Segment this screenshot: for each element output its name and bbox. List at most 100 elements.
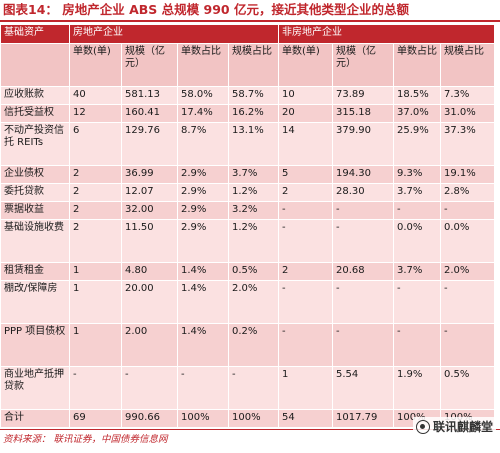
sub-header-cell: 单数占比 — [177, 43, 229, 87]
table-row: 基础设施收费 2 11.50 2.9% 1.2% - -0.0% 0.0% — [0, 219, 495, 263]
value-cell: 1017.79 — [332, 409, 394, 428]
value-cell: 58.0% — [177, 86, 229, 105]
value-cell: 11.50 — [121, 219, 178, 263]
asset-type-cell: 商业地产抵押贷款 — [0, 366, 70, 410]
value-cell: 1 — [69, 262, 122, 281]
value-cell: 1.4% — [177, 323, 229, 367]
footnote-divider — [0, 429, 500, 430]
asset-type-cell: 基础设施收费 — [0, 219, 70, 263]
value-cell: 194.30 — [332, 165, 394, 184]
value-cell: 2.0% — [228, 280, 279, 324]
value-cell: 0.2% — [228, 323, 279, 367]
value-cell: 69 — [69, 409, 122, 428]
sub-header-cell: 规模（亿元） — [121, 43, 178, 87]
value-cell: - — [332, 323, 394, 367]
value-cell: - — [278, 219, 333, 263]
value-cell: 379.90 — [332, 122, 394, 166]
sub-header-cell: 规模（亿元） — [332, 43, 394, 87]
table-row: 商业地产抵押贷款 - - - -1 5.54 1.9% 0.5% — [0, 366, 495, 410]
value-cell: - — [440, 201, 495, 220]
table-row: 票据收益 2 32.00 2.9% 3.2% - - - - — [0, 201, 495, 220]
asset-type-cell: PPP 项目债权 — [0, 323, 70, 367]
sub-header-cell: 规模占比 — [228, 43, 279, 87]
sub-header-cell — [0, 43, 70, 87]
value-cell: 40 — [69, 86, 122, 105]
figure-title: 图表14： 房地产企业 ABS 总规模 990 亿元，接近其他类型企业的总额 — [3, 2, 409, 17]
value-cell: - — [278, 201, 333, 220]
value-cell: 28.30 — [332, 183, 394, 202]
sub-header-row: 单数(单) 规模（亿元） 单数占比 规模占比 单数(单) 规模（亿元） 单数占比 规模占比 — [0, 43, 495, 87]
value-cell: 6 — [69, 122, 122, 166]
value-cell: 2.0% — [440, 262, 495, 281]
sub-header-cell: 单数占比 — [393, 43, 441, 87]
value-cell: - — [228, 366, 279, 410]
sub-header-cell: 单数(单) — [278, 43, 333, 87]
value-cell: - — [332, 280, 394, 324]
value-cell: 129.76 — [121, 122, 178, 166]
sub-header-cell: 单数(单) — [69, 43, 122, 87]
asset-type-cell: 租赁租金 — [0, 262, 70, 281]
value-cell: 19.1% — [440, 165, 495, 184]
value-cell: 20 — [278, 104, 333, 123]
value-cell: 100% — [177, 409, 229, 428]
value-cell: 54 — [278, 409, 333, 428]
table-row: 企业债权 2 36.99 2.9% 3.7% 5 194.30 9.3% 19.1% — [0, 165, 495, 184]
value-cell: 37.3% — [440, 122, 495, 166]
value-cell: 1.2% — [228, 183, 279, 202]
value-cell: - — [278, 323, 333, 367]
value-cell: 25.9% — [393, 122, 441, 166]
value-cell: 0.5% — [440, 366, 495, 410]
value-cell: 36.99 — [121, 165, 178, 184]
asset-type-cell: 信托受益权 — [0, 104, 70, 123]
value-cell: 2 — [69, 165, 122, 184]
value-cell: 3.7% — [228, 165, 279, 184]
value-cell: 0.5% — [228, 262, 279, 281]
value-cell: 5 — [278, 165, 333, 184]
sub-header-cell: 规模占比 — [440, 43, 495, 87]
table-body: 应收账款 40 581.13 58.0% 58.7% 10 73.89 18.5% 7.3% 信托… — [0, 86, 495, 428]
asset-type-cell: 应收账款 — [0, 86, 70, 105]
value-cell: 10 — [278, 86, 333, 105]
value-cell: 14 — [278, 122, 333, 166]
value-cell: 1 — [278, 366, 333, 410]
value-cell: - — [440, 280, 495, 324]
value-cell: 1.4% — [177, 280, 229, 324]
value-cell: 16.2% — [228, 104, 279, 123]
value-cell: 0.0% — [393, 219, 441, 263]
value-cell: - — [393, 280, 441, 324]
value-cell: 20.00 — [121, 280, 178, 324]
table-row: PPP 项目债权 1 2.00 1.4% 0.2% - - - - — [0, 323, 495, 367]
value-cell: 2 — [69, 183, 122, 202]
value-cell: 3.7% — [393, 262, 441, 281]
value-cell: - — [69, 366, 122, 410]
value-cell: 100% — [228, 409, 279, 428]
header-basic-asset: 基础资产 — [0, 24, 70, 44]
asset-type-cell: 棚改/保障房 — [0, 280, 70, 324]
value-cell: 31.0% — [440, 104, 495, 123]
source-footnote: 资料来源： 联讯证券，中国债券信息网 — [3, 434, 168, 445]
value-cell: 20.68 — [332, 262, 394, 281]
value-cell: 1 — [69, 280, 122, 324]
value-cell: 32.00 — [121, 201, 178, 220]
value-cell: 37.0% — [393, 104, 441, 123]
value-cell: 9.3% — [393, 165, 441, 184]
value-cell: 7.3% — [440, 86, 495, 105]
table-row: 棚改/保障房 1 20.00 1.4% 2.0% - - - - — [0, 280, 495, 324]
value-cell: 5.54 — [332, 366, 394, 410]
value-cell: 17.4% — [177, 104, 229, 123]
asset-type-cell: 票据收益 — [0, 201, 70, 220]
value-cell: 160.41 — [121, 104, 178, 123]
asset-type-cell: 企业债权 — [0, 165, 70, 184]
value-cell: 2.9% — [177, 165, 229, 184]
watermark-text: 联讯麒麟堂 — [432, 420, 493, 434]
wechat-logo-icon — [415, 419, 430, 434]
value-cell: 1.4% — [177, 262, 229, 281]
table-row: 信托受益权 12 160.41 17.4% 16.2% 20 315.18 37.0% 31.0… — [0, 104, 495, 123]
value-cell: 1 — [69, 323, 122, 367]
asset-type-cell: 合计 — [0, 409, 70, 428]
value-cell: 8.7% — [177, 122, 229, 166]
value-cell: 13.1% — [228, 122, 279, 166]
value-cell: 73.89 — [332, 86, 394, 105]
value-cell: 581.13 — [121, 86, 178, 105]
title-divider — [0, 20, 500, 22]
